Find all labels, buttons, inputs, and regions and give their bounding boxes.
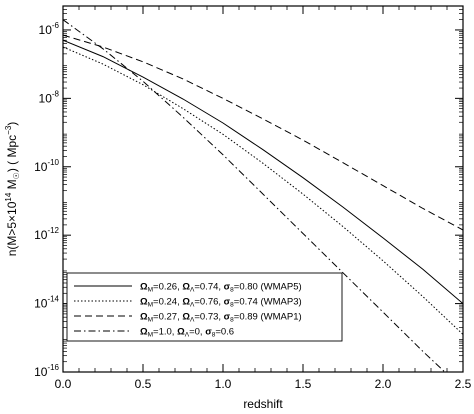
x-tick-label: 0.5 [135, 377, 152, 391]
series-layer [63, 19, 463, 372]
y-tick-label: 10-6 [39, 21, 60, 37]
x-axis-label: redshift [243, 397, 283, 411]
legend: ΩM=0.26, ΩΛ=0.74, σ8=0.80 (WMAP5) ΩM=0.24… [66, 272, 343, 342]
x-tick-label: 0.0 [55, 377, 72, 391]
x-tick-label: 2.0 [375, 377, 392, 391]
y-tick-label: 10-16 [34, 363, 59, 379]
legend-label: ΩM=0.26, ΩΛ=0.74, σ8=0.80 (WMAP5) [140, 282, 302, 294]
x-tick-label: 2.5 [455, 377, 472, 391]
series-line-1 [63, 39, 463, 304]
y-tick-label: 10-10 [34, 158, 59, 174]
y-tick-label: 10-14 [34, 295, 59, 311]
legend-label: ΩM=1.0, ΩΛ=0, σ8=0.6 [140, 327, 234, 339]
x-tick-label: 1.5 [295, 377, 312, 391]
y-ticks: 10-6 10-8 10-10 10-12 10-14 10-16 [34, 5, 463, 379]
legend-label: ΩM=0.27, ΩΛ=0.73, σ8=0.89 (WMAP1) [140, 312, 302, 324]
svg-text:n(M>5×1014 M☉) ( Mpc−3): n(M>5×1014 M☉) ( Mpc−3) [4, 122, 21, 257]
legend-box [66, 272, 343, 342]
series-line-2 [63, 46, 463, 335]
legend-label: ΩM=0.24, ΩΛ=0.76, σ8=0.74 (WMAP3) [140, 297, 302, 309]
plot-frame [62, 5, 464, 373]
y-axis-label: n(M>5×1014 M☉) ( Mpc−3) [4, 122, 21, 257]
y-tick-label: 10-12 [34, 226, 59, 242]
x-tick-label: 1.0 [215, 377, 232, 391]
y-tick-label: 10-8 [39, 89, 60, 105]
x-ticks: 0.0 0.5 1.0 1.5 2.0 2.5 [55, 6, 472, 391]
series-line-3 [63, 34, 463, 231]
series-line-4 [63, 19, 446, 372]
